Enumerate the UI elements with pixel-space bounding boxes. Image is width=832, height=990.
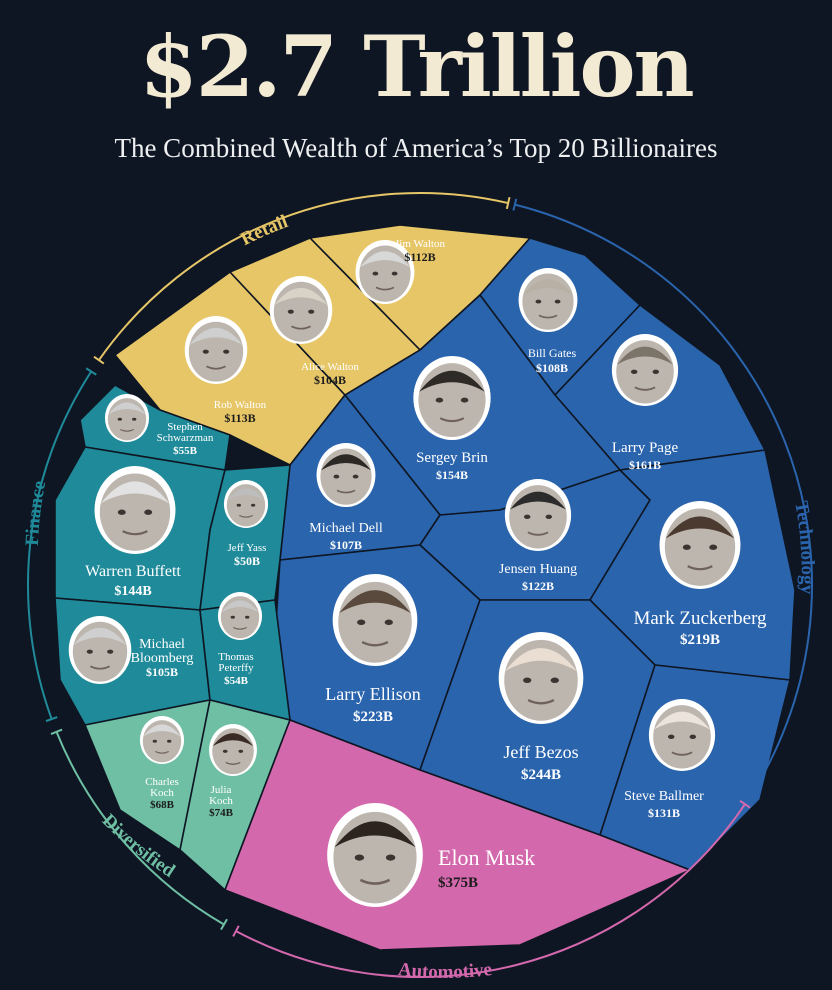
value-jeff-bezos: $244B [521,767,561,783]
name-sergey-brin: Sergey Brin [416,450,488,466]
portrait-warren-buffett [94,466,176,554]
subtitle: The Combined Wealth of America’s Top 20 … [114,133,718,163]
name-charles-koch: Charles Koch [145,776,179,799]
sector-label-technology: Technology [790,499,818,595]
portrait-jim-walton [355,240,415,304]
value-julia-koch: $74B [209,807,234,819]
value-jensen-huang: $122B [522,579,554,593]
value-michael-bloomberg: $105B [146,665,178,679]
portrait-jensen-huang [504,479,572,551]
name-jeff-bezos: Jeff Bezos [503,742,578,762]
name-bill-gates: Bill Gates [528,346,577,360]
portrait-stephen-schwarzman [104,394,150,442]
portrait-julia-koch [209,724,257,776]
name-alice-walton: Alice Walton [301,361,359,373]
name-warren-buffett: Warren Buffett [85,563,181,580]
name-larry-ellison: Larry Ellison [325,684,420,704]
ring-tick-diversified [50,728,63,736]
name-elon-musk: Elon Musk [438,845,535,870]
value-stephen-schwarzman: $55B [173,445,198,457]
ring-arc-technology [514,203,813,800]
portrait-larry-ellison [332,574,418,666]
value-thomas-peterffy: $54B [224,675,249,687]
portrait-charles-koch [139,716,185,764]
value-elon-musk: $375B [438,875,478,891]
value-jeff-yass: $50B [234,554,260,568]
ring-tick-finance [45,716,58,723]
value-rob-walton: $113B [224,411,255,425]
portrait-jeff-yass [223,480,269,528]
portrait-alice-walton [269,276,333,344]
value-michael-dell: $107B [330,538,362,552]
value-steve-ballmer: $131B [648,806,680,820]
portrait-sergey-brin [413,356,491,440]
name-michael-bloomberg: Michael Bloomberg [131,637,194,666]
portrait-mark-zuckerberg [659,501,741,589]
cell-elon-musk [224,719,691,951]
sector-label-finance: Finance [22,479,50,546]
value-sergey-brin: $154B [436,468,468,482]
value-charles-koch: $68B [150,799,175,811]
name-thomas-peterffy: Thomas Peterffy [218,651,254,674]
ring-tick-diversified [220,918,228,931]
name-steve-ballmer: Steve Ballmer [624,789,704,804]
value-warren-buffett: $144B [114,584,151,599]
name-jensen-huang: Jensen Huang [499,562,577,577]
ring-tick-technology [512,198,518,211]
name-julia-koch: Julia Koch [209,784,233,807]
ring-tick-retail [93,355,105,365]
name-stephen-schwarzman: Stephen Schwarzman [157,421,214,444]
sector-label-automotive: Automotive [397,959,493,983]
value-mark-zuckerberg: $219B [680,632,720,648]
portrait-michael-dell [316,443,376,507]
name-jim-walton: Jim Walton [395,238,445,250]
ring-tick-automotive [739,800,751,809]
portrait-thomas-peterffy [217,592,263,640]
value-jim-walton: $112B [404,250,435,264]
value-larry-page: $161B [629,458,661,472]
ring-arc-diversified [55,731,225,926]
name-larry-page: Larry Page [612,440,679,456]
portrait-larry-page [611,334,679,406]
name-jeff-yass: Jeff Yass [228,542,267,554]
portrait-michael-bloomberg [68,616,132,684]
portrait-elon-musk [327,803,423,907]
value-alice-walton: $104B [314,373,346,387]
portrait-jeff-bezos [498,632,584,724]
faces-layer [68,240,741,907]
value-bill-gates: $108B [536,361,568,375]
portrait-steve-ballmer [648,699,716,771]
name-michael-dell: Michael Dell [309,521,383,536]
ring-arc-retail [98,192,509,361]
ring-tick-finance [85,367,97,376]
portrait-bill-gates [518,268,578,332]
sector-ring [27,192,813,978]
portrait-rob-walton [184,316,248,384]
ring-arc-automotive [235,803,746,978]
ring-tick-technology [743,794,755,803]
labels-layer: Jim Walton$112B Rob Walton$113B Alice Walt… [85,238,767,891]
ring-tick-automotive [232,925,240,937]
ring-arc-finance [27,370,93,720]
name-rob-walton: Rob Walton [214,399,267,411]
value-larry-ellison: $223B [353,709,393,725]
sector-label-retail: Retail [237,211,290,250]
ring-tick-retail [505,196,511,210]
name-mark-zuckerberg: Mark Zuckerberg [633,608,767,629]
headline: $2.7 Trillion [139,17,694,116]
cells-layer [54,224,796,951]
